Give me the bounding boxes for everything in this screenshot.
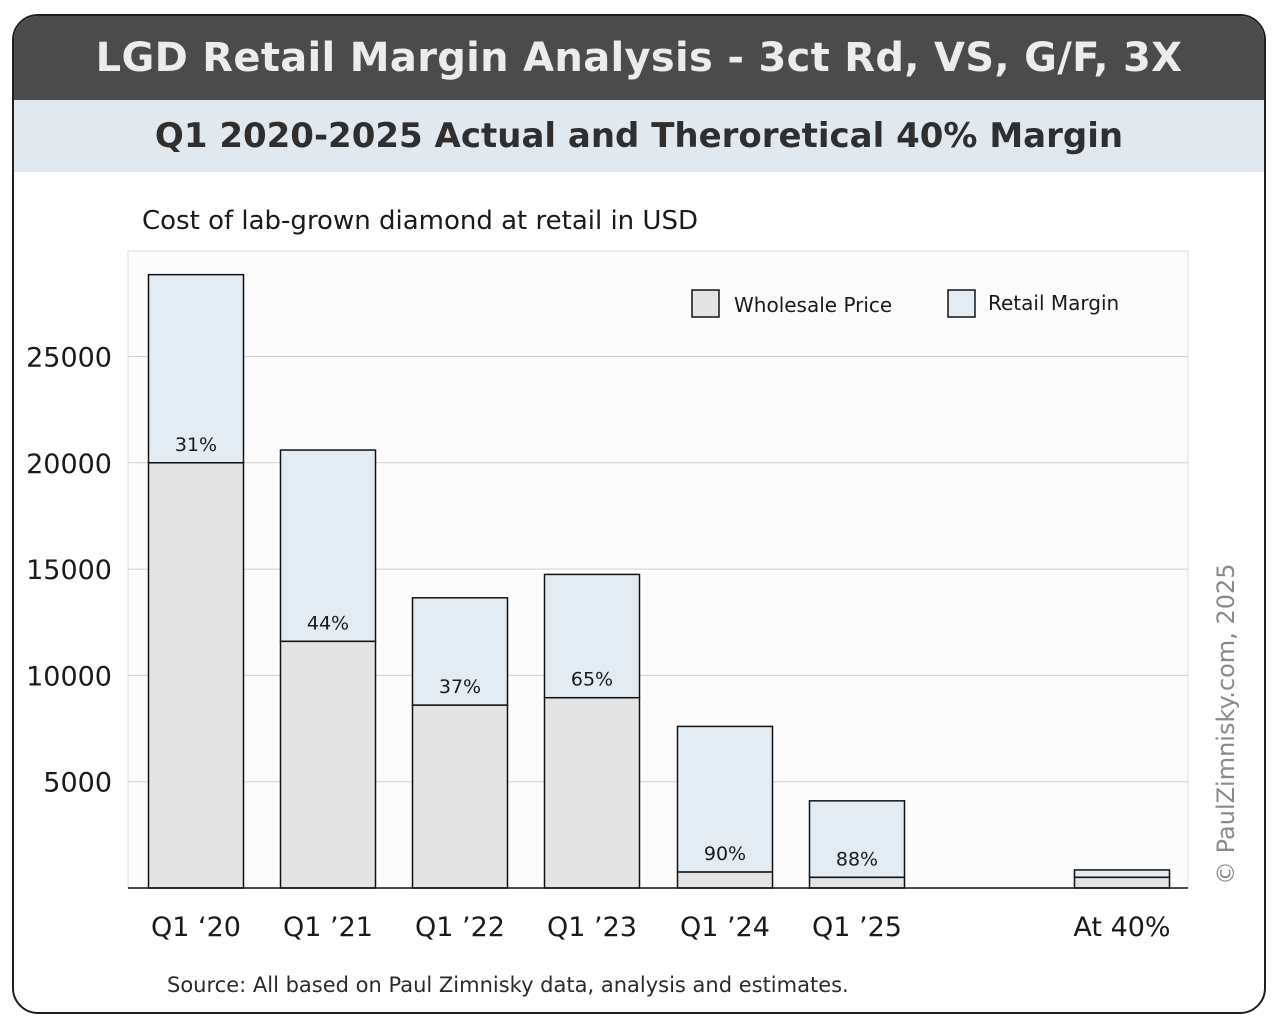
bar-retail-margin <box>279 449 377 643</box>
legend-swatch-margin <box>947 289 976 318</box>
source-note: Source: All based on Paul Zimnisky data,… <box>167 973 849 997</box>
bar-retail-margin <box>1073 869 1171 879</box>
legend-label-margin: Retail Margin <box>988 291 1119 315</box>
bar-wholesale-price <box>543 696 641 889</box>
x-tick-label: Q1 ’23 <box>547 912 637 943</box>
margin-percent-label: 44% <box>307 612 349 634</box>
copyright-credit: © PaulZimnisky.com, 2025 <box>1212 563 1240 885</box>
y-axis-label: Cost of lab-grown diamond at retail in U… <box>142 206 698 236</box>
y-tick-label: 20000 <box>26 449 112 480</box>
margin-percent-label: 88% <box>836 848 878 870</box>
bars-group: 31% 44% 37% 65% 90% 88% <box>147 273 1171 889</box>
margin-percent-label: 90% <box>704 843 746 865</box>
legend: Wholesale Price Retail Margin <box>691 289 1119 318</box>
y-tick-label: 25000 <box>26 343 112 374</box>
y-axis-ticks: 5000 10000 15000 20000 25000 <box>26 343 112 799</box>
bar-retail-margin <box>676 725 774 873</box>
bar-wholesale-price <box>411 704 509 889</box>
bar-retail-margin <box>543 573 641 699</box>
x-tick-label: Q1 ’25 <box>812 912 902 943</box>
bar-wholesale-price <box>1073 876 1171 889</box>
bar-wholesale-price <box>676 871 774 889</box>
margin-percent-label: 37% <box>439 676 481 698</box>
y-tick-label: 5000 <box>43 768 112 799</box>
margin-percent-label: 31% <box>175 434 217 456</box>
bar-wholesale-price <box>147 462 245 889</box>
legend-label-wholesale: Wholesale Price <box>734 293 892 317</box>
x-axis-ticks: Q1 ‘20 Q1 ’21 Q1 ’22 Q1 ’23 Q1 ’24 Q1 ’25 At 4… <box>151 912 1171 943</box>
x-tick-label: At 40% <box>1073 912 1170 943</box>
bar-retail-margin <box>147 273 245 464</box>
y-tick-label: 15000 <box>26 555 112 586</box>
x-tick-label: Q1 ’22 <box>415 912 505 943</box>
bar-retail-margin <box>808 800 906 879</box>
legend-swatch-wholesale <box>691 289 720 318</box>
x-tick-label: Q1 ’21 <box>283 912 373 943</box>
bar-wholesale-price <box>808 876 906 889</box>
x-tick-label: Q1 ’24 <box>680 912 770 943</box>
bar-wholesale-price <box>279 640 377 889</box>
margin-percent-label: 65% <box>571 669 613 691</box>
chart-subtitle: Q1 2020-2025 Actual and Theroretical 40%… <box>14 100 1264 172</box>
x-tick-label: Q1 ‘20 <box>151 912 241 943</box>
y-tick-label: 10000 <box>26 661 112 692</box>
chart-title: LGD Retail Margin Analysis - 3ct Rd, VS,… <box>14 16 1264 100</box>
